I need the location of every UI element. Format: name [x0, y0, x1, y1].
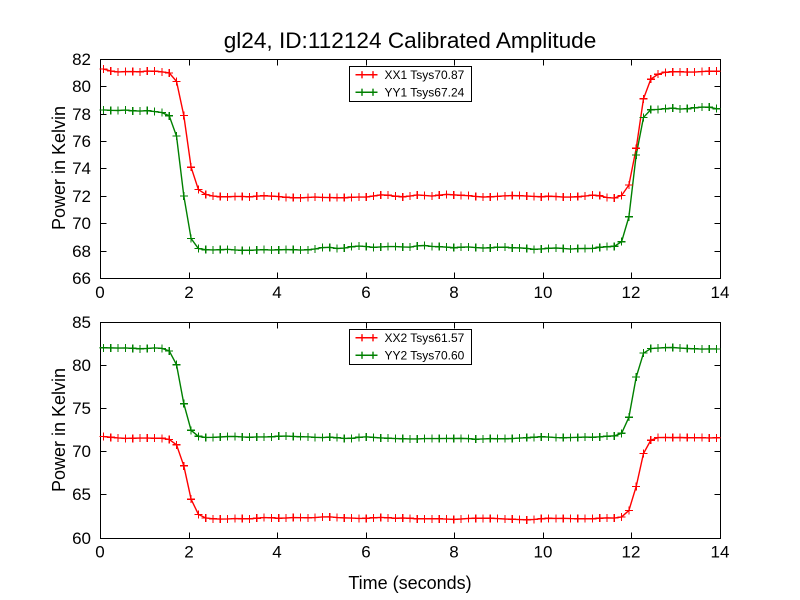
svg-text:60: 60: [72, 529, 91, 548]
svg-text:85: 85: [72, 313, 91, 332]
svg-text:Power in Kelvin: Power in Kelvin: [49, 368, 69, 492]
svg-text:6: 6: [361, 283, 370, 302]
svg-text:65: 65: [72, 485, 91, 504]
svg-text:XX2 Tsys61.57: XX2 Tsys61.57: [385, 331, 465, 345]
svg-text:76: 76: [72, 132, 91, 151]
svg-text:0: 0: [95, 283, 104, 302]
svg-text:75: 75: [72, 399, 91, 418]
svg-text:82: 82: [72, 50, 91, 69]
svg-text:2: 2: [184, 543, 193, 562]
svg-text:0: 0: [95, 543, 104, 562]
svg-text:XX1 Tsys70.87: XX1 Tsys70.87: [385, 68, 465, 82]
svg-text:gl24, ID:112124 Calibrated Amp: gl24, ID:112124 Calibrated Amplitude: [224, 28, 597, 53]
svg-text:4: 4: [272, 283, 281, 302]
svg-text:8: 8: [449, 543, 458, 562]
svg-text:14: 14: [711, 543, 730, 562]
svg-text:14: 14: [711, 283, 730, 302]
svg-text:6: 6: [361, 543, 370, 562]
svg-text:12: 12: [622, 283, 641, 302]
svg-text:70: 70: [72, 214, 91, 233]
svg-text:YY1 Tsys67.24: YY1 Tsys67.24: [385, 86, 465, 100]
svg-text:10: 10: [534, 283, 553, 302]
svg-text:66: 66: [72, 269, 91, 288]
svg-text:80: 80: [72, 356, 91, 375]
svg-text:78: 78: [72, 105, 91, 124]
svg-text:2: 2: [184, 283, 193, 302]
svg-text:10: 10: [534, 543, 553, 562]
svg-text:74: 74: [72, 159, 91, 178]
svg-text:4: 4: [272, 543, 281, 562]
svg-text:80: 80: [72, 77, 91, 96]
svg-text:Power in Kelvin: Power in Kelvin: [49, 106, 69, 230]
svg-text:8: 8: [449, 283, 458, 302]
svg-text:Time (seconds): Time (seconds): [348, 573, 471, 593]
svg-text:72: 72: [72, 187, 91, 206]
svg-text:68: 68: [72, 242, 91, 261]
svg-text:12: 12: [622, 543, 641, 562]
svg-text:YY2 Tsys70.60: YY2 Tsys70.60: [385, 349, 465, 363]
svg-text:70: 70: [72, 442, 91, 461]
